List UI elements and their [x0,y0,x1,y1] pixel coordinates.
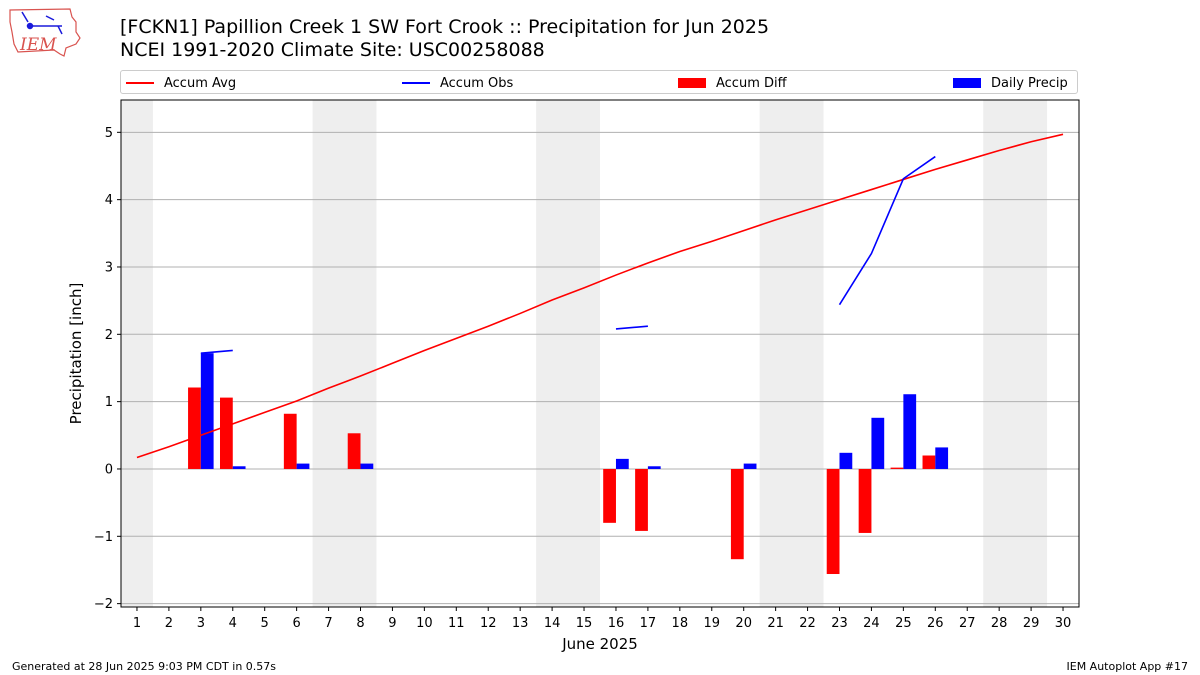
generated-timestamp: Generated at 28 Jun 2025 9:03 PM CDT in … [12,660,277,673]
x-tick-label: 28 [991,616,1008,631]
legend-swatch [402,82,430,84]
daily-precip-bar [232,466,246,469]
daily-precip-bar [200,353,214,469]
x-tick-label: 3 [197,616,205,631]
accum-diff-bar [730,468,744,560]
x-tick-label: 25 [895,616,912,631]
accum-diff-bar [826,468,840,575]
legend-item: Accum Diff [678,74,787,92]
x-tick-label: 15 [576,616,593,631]
y-tick-label: 0 [105,462,113,477]
x-tick-label: 11 [448,616,465,631]
accum-avg-line [136,133,1064,459]
x-tick-label: 5 [261,616,269,631]
chart-title: [FCKN1] Papillion Creek 1 SW Fort Crook … [120,16,770,38]
accum-diff-bar [858,468,872,533]
legend-item: Daily Precip [953,74,1068,92]
chart-subtitle: NCEI 1991-2020 Climate Site: USC00258088 [120,39,545,61]
daily-precip-bar [839,452,853,469]
y-tick-label: 3 [105,260,113,275]
x-tick-label: 22 [799,616,816,631]
accum-obs-line [615,325,648,330]
x-tick-label: 29 [1023,616,1040,631]
iem-logo: IEM [9,8,81,57]
legend-swatch [678,78,706,88]
y-tick-label: 5 [105,126,113,141]
accum-obs-line [200,349,233,354]
daily-precip-bar [296,463,310,469]
y-axis-label: Precipitation [inch] [67,283,85,425]
accum-diff-bar [890,467,904,469]
app-credit: IEM Autoplot App #17 [1066,660,1189,673]
weekend-shade [759,100,824,607]
daily-precip-bar [615,458,629,469]
legend-label: Accum Diff [716,75,787,91]
accum-diff-bar [283,413,297,469]
accum-diff-bar [922,455,936,469]
legend-item: Accum Avg [126,74,236,92]
x-tick-label: 30 [1055,616,1072,631]
legend-label: Accum Obs [440,75,514,91]
weekend-shade [983,100,1048,607]
x-tick-label: 21 [767,616,784,631]
weekend-shade [536,100,600,607]
legend-swatch [953,78,981,88]
daily-precip-bar [647,466,661,469]
x-tick-label: 6 [292,616,300,631]
x-tick-label: 14 [544,616,561,631]
y-tick-label: −2 [94,597,113,612]
y-tick-label: −1 [94,530,113,545]
x-tick-label: 13 [512,616,529,631]
x-tick-label: 27 [959,616,976,631]
x-tick-label: 4 [229,616,237,631]
y-tick-label: 4 [105,193,113,208]
daily-precip-bar [360,463,374,469]
legend: Accum Avg Accum Obs Accum Diff Daily Precip [120,70,1078,94]
x-tick-label: 16 [608,616,625,631]
plot-frame [120,99,1080,608]
x-axis-label: June 2025 [561,635,638,653]
x-tick-label: 23 [831,616,848,631]
x-tick-label: 12 [480,616,497,631]
x-tick-label: 7 [324,616,332,631]
legend-swatch [126,82,154,84]
x-tick-label: 18 [672,616,689,631]
accum-diff-bar [347,433,361,469]
daily-precip-bar [903,394,917,469]
x-tick-label: 17 [640,616,657,631]
accum-obs-line [838,155,936,306]
accum-diff-bar [603,468,616,523]
weekend-shade [312,100,377,607]
x-tick-label: 8 [356,616,364,631]
daily-precip-bar [935,447,949,469]
x-tick-label: 9 [388,616,396,631]
accum-diff-bar [219,397,233,469]
x-tick-label: 19 [703,616,720,631]
x-tick-label: 24 [863,616,880,631]
daily-precip-bar [871,417,885,469]
y-tick-label: 2 [105,328,113,343]
accum-diff-bar [188,387,201,469]
logo-text: IEM [19,35,57,55]
accum-diff-bar [635,468,648,531]
x-tick-label: 1 [133,616,141,631]
legend-label: Daily Precip [991,75,1068,91]
weekend-shade [121,100,153,607]
y-tick-label: 1 [105,395,113,410]
daily-precip-bar [743,463,757,469]
x-tick-label: 10 [416,616,433,631]
x-tick-label: 2 [165,616,173,631]
x-tick-label: 20 [735,616,752,631]
legend-item: Accum Obs [402,74,513,92]
legend-label: Accum Avg [164,75,237,91]
x-tick-label: 26 [927,616,944,631]
